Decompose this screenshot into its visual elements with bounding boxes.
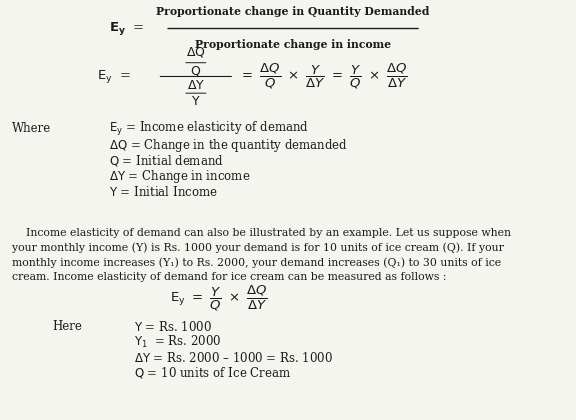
Text: $\mathbf{E_y}$  =: $\mathbf{E_y}$ = — [109, 20, 145, 37]
Text: $\mathrm{Q}$ = Initial demand: $\mathrm{Q}$ = Initial demand — [109, 153, 223, 168]
Text: $\mathrm{Q}$: $\mathrm{Q}$ — [190, 65, 202, 79]
Text: $=\ \dfrac{\Delta Q}{Q}\ \times\ \dfrac{Y}{\Delta Y}\ =\ \dfrac{Y}{Q}\ \times\ \: $=\ \dfrac{\Delta Q}{Q}\ \times\ \dfrac{… — [239, 62, 408, 91]
Text: Income elasticity of demand can also be illustrated by an example. Let us suppos: Income elasticity of demand can also be … — [12, 228, 510, 283]
Text: $\Delta\mathrm{Y}$ = Change in income: $\Delta\mathrm{Y}$ = Change in income — [109, 168, 251, 185]
Text: $\Delta\mathrm{Q}$: $\Delta\mathrm{Q}$ — [186, 45, 206, 59]
Text: $\mathrm{E_y}$ = Income elasticity of demand: $\mathrm{E_y}$ = Income elasticity of de… — [109, 120, 309, 138]
Text: Proportionate change in income: Proportionate change in income — [195, 39, 391, 50]
Text: $\mathrm{E_y}\ =\ \dfrac{Y}{Q}\ \times\ \dfrac{\Delta Q}{\Delta Y}$: $\mathrm{E_y}\ =\ \dfrac{Y}{Q}\ \times\ … — [170, 284, 268, 313]
Text: $\mathrm{Y_1}$  = Rs. 2000: $\mathrm{Y_1}$ = Rs. 2000 — [134, 334, 222, 350]
Text: $\mathrm{E_y}$  =: $\mathrm{E_y}$ = — [97, 68, 132, 85]
Text: Where: Where — [12, 122, 51, 135]
Text: $\Delta\mathrm{Y}$ = Rs. 2000 – 1000 = Rs. 1000: $\Delta\mathrm{Y}$ = Rs. 2000 – 1000 = R… — [134, 351, 334, 365]
Text: $\Delta\mathrm{Y}$: $\Delta\mathrm{Y}$ — [187, 79, 205, 92]
Text: $\mathrm{Y}$ = Rs. 1000: $\mathrm{Y}$ = Rs. 1000 — [134, 320, 213, 334]
Text: $\mathrm{Y}$ = Initial Income: $\mathrm{Y}$ = Initial Income — [109, 185, 218, 199]
Text: Here: Here — [52, 320, 82, 333]
Text: $\mathrm{Y}$: $\mathrm{Y}$ — [191, 95, 200, 108]
Text: Proportionate change in Quantity Demanded: Proportionate change in Quantity Demande… — [156, 6, 430, 17]
Text: $\mathrm{Q}$ = 10 units of Ice Cream: $\mathrm{Q}$ = 10 units of Ice Cream — [134, 365, 291, 380]
Text: $\Delta\mathrm{Q}$ = Change in the quantity demanded: $\Delta\mathrm{Q}$ = Change in the quant… — [109, 137, 348, 154]
